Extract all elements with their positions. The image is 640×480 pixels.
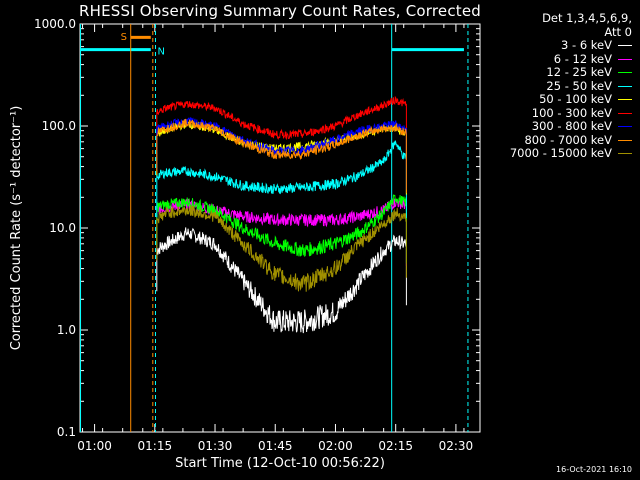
- series-line: [156, 140, 407, 219]
- saa-flag-label: S: [121, 32, 127, 43]
- legend-swatch: [618, 112, 632, 114]
- legend-item-label: 50 - 100 keV: [539, 92, 612, 106]
- plot-timestamp: 16-Oct-2021 16:10: [556, 465, 632, 474]
- legend-item-label: 25 - 50 keV: [546, 78, 612, 93]
- legend-item-label: 800 - 7000 keV: [524, 132, 612, 147]
- series-line: [156, 95, 407, 166]
- y-tick-label: 1000.0: [34, 17, 76, 31]
- legend-item: 800 - 7000 keV: [510, 132, 632, 148]
- x-tick-label: 01:00: [77, 439, 112, 453]
- legend-swatch: [618, 139, 632, 141]
- legend-item: 3 - 6 keV: [510, 38, 632, 53]
- legend-attenuator: Att 0: [604, 24, 632, 39]
- legend-item-label: 7000 - 15000 keV: [509, 146, 612, 160]
- legend-item-label: 100 - 300 keV: [531, 105, 612, 120]
- series-line: [156, 227, 407, 334]
- legend-item-label: 6 - 12 keV: [553, 51, 612, 66]
- legend-swatch: [618, 58, 632, 60]
- legend-swatch: [618, 85, 632, 87]
- x-tick-label: 01:30: [198, 439, 233, 453]
- legend-swatch: [618, 153, 632, 155]
- x-tick-label: 02:00: [318, 439, 353, 453]
- legend-swatch: [618, 126, 632, 128]
- legend-item: 300 - 800 keV: [510, 119, 632, 134]
- x-tick-label: 01:15: [138, 439, 173, 453]
- x-axis-title: Start Time (12-Oct-10 00:56:22): [175, 456, 385, 471]
- series-line: [156, 118, 407, 194]
- series-line: [156, 198, 407, 266]
- legend-swatch: [618, 45, 632, 47]
- y-tick-label: 1.0: [57, 323, 76, 337]
- legend-item-label: 3 - 6 keV: [561, 38, 612, 52]
- y-tick-label: 0.1: [57, 425, 76, 439]
- legend-item-label: 300 - 800 keV: [531, 119, 612, 133]
- x-tick-label: 02:30: [439, 439, 474, 453]
- x-tick-label: 02:15: [378, 439, 413, 453]
- legend-item: 50 - 100 keV: [510, 92, 632, 107]
- legend-item: 7000 - 15000 keV: [509, 146, 632, 161]
- legend-item: 12 - 25 keV: [510, 65, 632, 80]
- legend-item-label: 12 - 25 keV: [546, 65, 612, 79]
- legend-swatch: [618, 99, 632, 101]
- series-line: [156, 194, 407, 264]
- series-line: [156, 205, 407, 292]
- night-flag-label: N: [157, 47, 164, 58]
- legend-item: 100 - 300 keV: [510, 105, 632, 121]
- plot-frame: [79, 23, 481, 433]
- legend-detectors: Det 1,3,4,5,6,9,: [542, 11, 632, 25]
- y-axis-title: Corrected Count Rate (s⁻¹ detector⁻¹): [9, 106, 24, 351]
- legend-swatch: [618, 72, 632, 74]
- y-tick-label: 10.0: [49, 221, 76, 235]
- x-tick-label: 01:45: [258, 439, 293, 453]
- chart-title: RHESSI Observing Summary Count Rates, Co…: [78, 2, 481, 20]
- legend-item: 6 - 12 keV: [510, 51, 632, 67]
- y-tick-label: 100.0: [42, 119, 76, 133]
- legend-item: 25 - 50 keV: [510, 78, 632, 94]
- chart-legend: Det 1,3,4,5,6,9, Att 0 3 - 6 keV 6 - 12 k…: [509, 11, 632, 161]
